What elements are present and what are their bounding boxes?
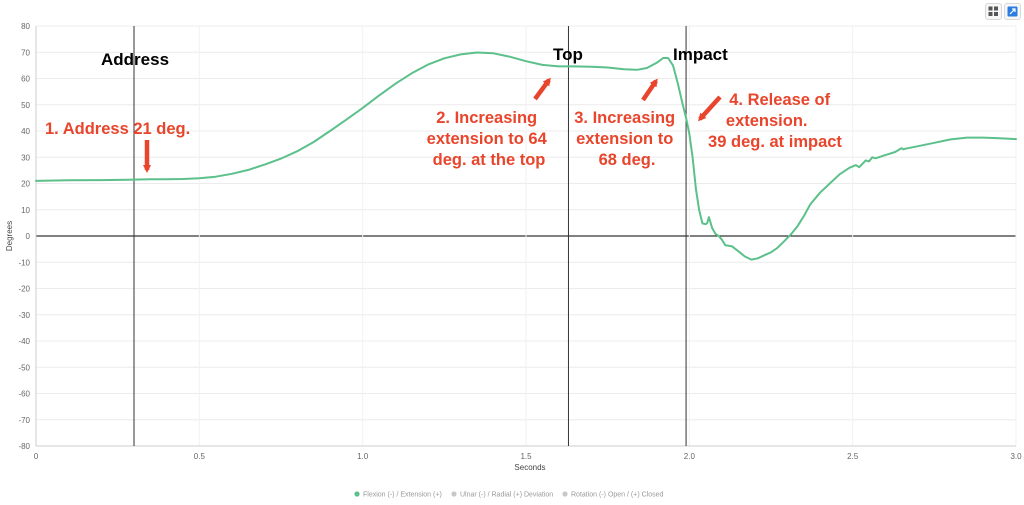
arrow-top — [533, 77, 551, 101]
x-tick-label: 0 — [34, 452, 39, 461]
y-tick-label: -50 — [18, 363, 30, 372]
phase-label-top: Top — [553, 45, 583, 64]
y-tick-label: 40 — [21, 127, 30, 136]
annotation-2: 2. Increasing extension to 64 deg. at th… — [427, 109, 552, 169]
grid-view-button[interactable] — [985, 3, 1002, 20]
x-tick-label: 1.0 — [357, 452, 369, 461]
legend-label: Flexion (-) / Extension (+) — [363, 492, 442, 499]
annotation-4-line-3: 39 deg. at impact — [708, 133, 842, 151]
x-tick-label: 1.5 — [520, 452, 532, 461]
y-tick-label: -30 — [18, 311, 30, 320]
axes: 80 70 60 50 40 30 20 10 0 -10 -20 -30 -40 -50 -60 -70 -8… — [5, 22, 1022, 472]
annotation-arrows — [143, 77, 722, 173]
annotation-3-line-3: 68 deg. — [599, 151, 656, 169]
legend-marker — [562, 491, 568, 497]
y-tick-label: 50 — [21, 101, 30, 110]
expand-button[interactable] — [1004, 3, 1021, 20]
phase-label-impact: Impact — [673, 45, 728, 64]
annotation-3: 3. Increasing extension to 68 deg. — [574, 109, 679, 169]
annotation-3-line-1: 3. Increasing — [574, 109, 675, 127]
phase-labels: Address Top Impact — [101, 45, 728, 69]
annotations: 1. Address 21 deg. 2. Increasing extensi… — [45, 91, 842, 169]
y-tick-label: -20 — [18, 285, 30, 294]
annotation-1: 1. Address 21 deg. — [45, 120, 190, 138]
annotation-2-line-3: deg. at the top — [433, 151, 546, 169]
y-tick-label: -60 — [18, 390, 30, 399]
y-tick-label: 60 — [21, 75, 30, 84]
series-line-flexion-extension — [35, 51, 1017, 261]
y-tick-label: -80 — [18, 442, 30, 451]
legend-label: Rotation (-) Open / (+) Closed — [571, 492, 664, 499]
arrow-increasing — [641, 78, 658, 102]
grid — [35, 25, 1017, 447]
legend-label: Ulnar (-) / Radial (+) Deviation — [460, 492, 553, 499]
legend-marker — [354, 491, 360, 497]
annotation-1-line-1: 1. Address 21 deg. — [45, 120, 190, 138]
event-lines — [133, 26, 687, 446]
grid-icon — [988, 6, 998, 16]
x-tick-label: 2.5 — [847, 452, 859, 461]
x-tick-label: 0.5 — [194, 452, 206, 461]
legend: Flexion (-) / Extension (+) Ulnar (-) / R… — [354, 491, 664, 499]
phase-label-address: Address — [101, 50, 169, 69]
series — [35, 51, 1017, 261]
arrow-release — [697, 95, 722, 122]
y-tick-label: 80 — [21, 22, 30, 31]
y-tick-label: 30 — [21, 153, 30, 162]
annotation-3-line-2: extension to — [576, 130, 673, 148]
annotation-2-line-2: extension to 64 — [427, 130, 548, 148]
annotation-4-line-2: extension. — [726, 112, 808, 130]
y-tick-label: 70 — [21, 48, 30, 57]
y-tick-label: 20 — [21, 180, 30, 189]
x-tick-label: 3.0 — [1010, 452, 1022, 461]
y-tick-label: 0 — [26, 232, 31, 241]
legend-marker — [451, 491, 457, 497]
y-axis-title: Degrees — [5, 221, 14, 251]
x-axis-title: Seconds — [514, 463, 545, 472]
y-tick-label: 10 — [21, 206, 30, 215]
y-tick-label: -70 — [18, 416, 30, 425]
annotation-4-line-1: 4. Release of — [729, 91, 830, 109]
annotation-4: 4. Release of extension. 39 deg. at impa… — [708, 91, 842, 151]
y-tick-label: -10 — [18, 258, 30, 267]
y-tick-label: -40 — [18, 337, 30, 346]
expand-icon — [1007, 6, 1018, 17]
annotation-2-line-1: 2. Increasing — [436, 109, 537, 127]
x-tick-label: 2.0 — [684, 452, 696, 461]
